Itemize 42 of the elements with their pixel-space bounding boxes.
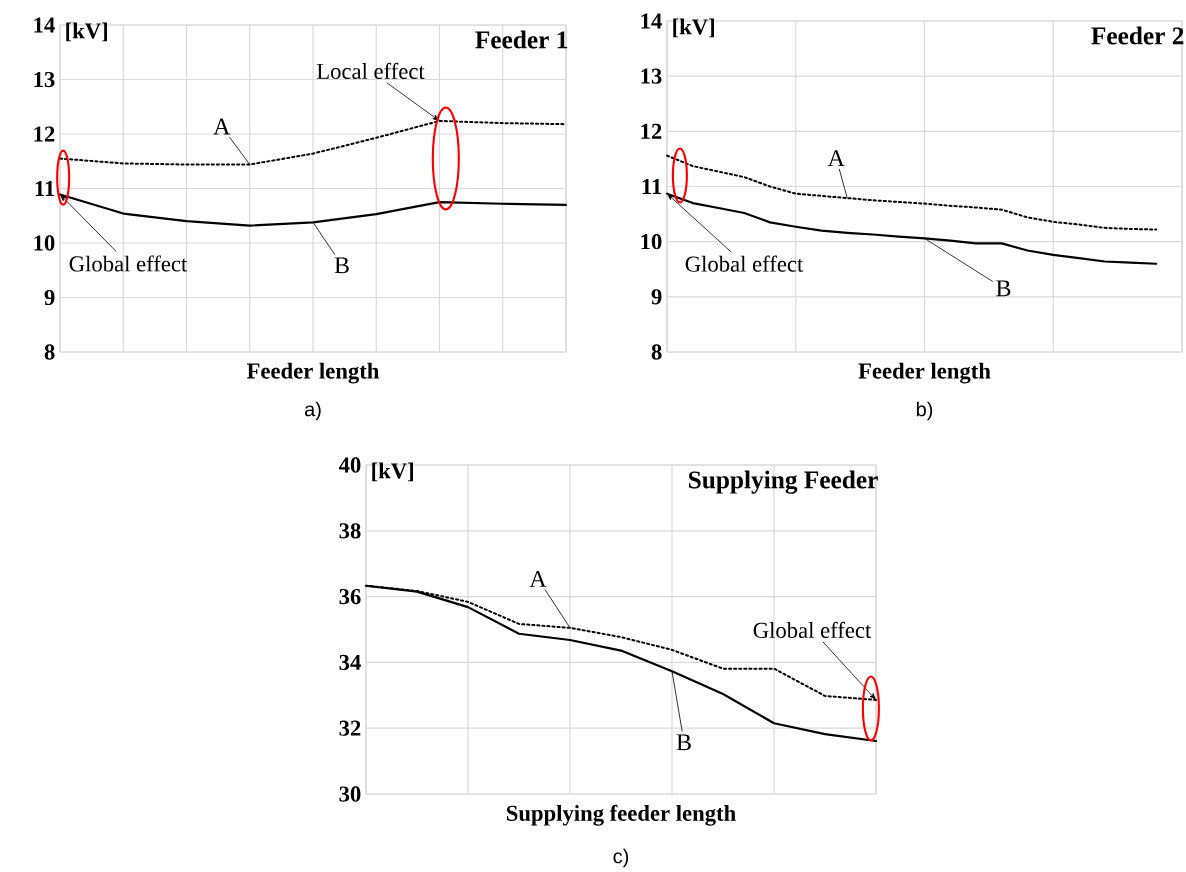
text: a) xyxy=(304,401,321,421)
y-tick-label: 13 xyxy=(34,71,55,88)
chart-title: Supplying Feeder xyxy=(689,470,878,494)
y-tick-label: 8 xyxy=(651,344,662,360)
y-tick-label: 13 xyxy=(641,68,662,84)
y-axis-title: [kV] xyxy=(66,22,107,42)
series-label: A xyxy=(529,570,547,587)
x-axis-title: Supplying feeder length xyxy=(506,804,736,826)
y-tick-label: 14 xyxy=(34,17,55,33)
y-tick-label: 14 xyxy=(641,13,662,29)
x-axis-title: Feeder length xyxy=(858,362,991,384)
annotation: Global effect xyxy=(753,621,872,638)
y-tick-label: 32 xyxy=(339,720,361,736)
annotation: Global effect xyxy=(69,255,188,272)
text: B xyxy=(676,734,691,751)
series-label: B xyxy=(996,280,1011,297)
y-tick-label: 11 xyxy=(642,179,662,194)
y-axis-title: [kV] xyxy=(372,462,413,482)
y-tick-label: 10 xyxy=(641,234,662,250)
annotation: Global effect xyxy=(685,255,804,272)
series-label: A xyxy=(213,118,231,135)
annotation: Local effect xyxy=(316,62,425,80)
chart-title: Feeder 1 xyxy=(475,30,568,49)
y-tick-label: 38 xyxy=(339,523,361,539)
y-tick-label: 9 xyxy=(44,289,55,306)
x-axis-title: Feeder length xyxy=(246,362,380,384)
chart-title: Feeder 2 xyxy=(1091,26,1184,45)
y-tick-label: 10 xyxy=(34,235,55,251)
y-tick-label: 40 xyxy=(338,457,361,473)
text: c) xyxy=(613,848,629,868)
legend-label: B xyxy=(334,257,349,274)
series-label: A xyxy=(827,150,845,166)
text: b) xyxy=(916,401,933,421)
y-tick-label: 36 xyxy=(339,588,361,605)
y-tick-label: 34 xyxy=(339,654,361,671)
y-tick-label: 11 xyxy=(35,181,55,196)
y-tick-label: 12 xyxy=(34,126,55,142)
y-tick-label: 9 xyxy=(651,289,662,305)
y-tick-label: 8 xyxy=(44,344,55,360)
y-tick-label: 30 xyxy=(339,786,361,802)
y-axis-title: [kV] xyxy=(673,18,714,38)
y-tick-label: 12 xyxy=(641,123,662,139)
